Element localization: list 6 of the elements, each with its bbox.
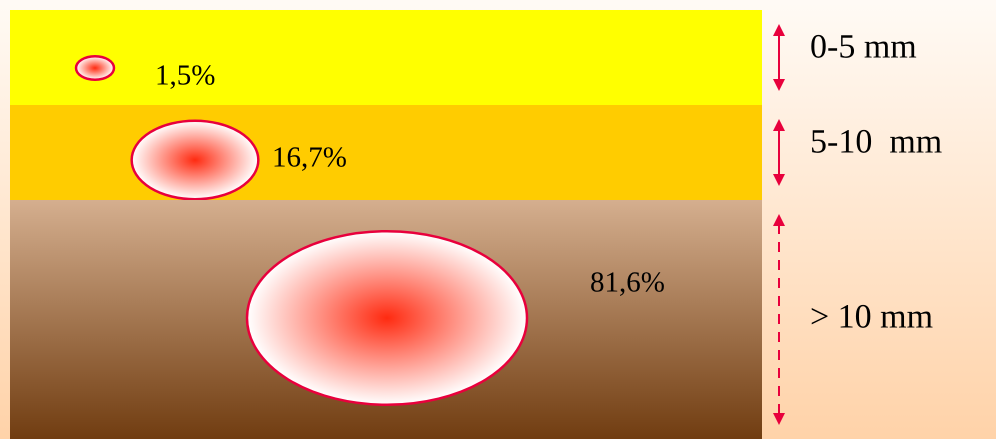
data-label: 1,5%: [155, 60, 216, 92]
data-label: 81,6%: [590, 266, 665, 299]
category-label: > 10 mm: [810, 298, 934, 336]
category-label: 5-10 mm: [810, 123, 942, 160]
data-label: 16,7%: [272, 142, 347, 174]
category-label: 0-5 mm: [810, 28, 917, 66]
